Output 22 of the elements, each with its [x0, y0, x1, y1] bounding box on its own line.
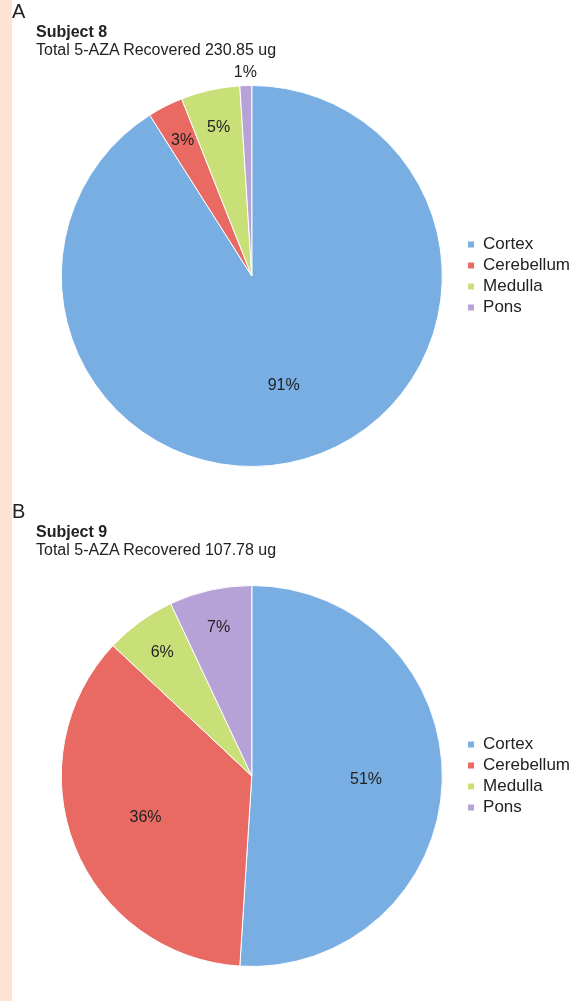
data-label: 1%: [233, 62, 257, 80]
legend-label: Medulla: [483, 776, 544, 796]
legend-label: Medulla: [483, 276, 544, 296]
data-label: 6%: [150, 643, 174, 661]
chart-title: Subject 8: [36, 23, 109, 41]
data-label: 51%: [350, 770, 383, 787]
legend-label: Pons: [483, 797, 522, 817]
chart-subtitle: Total 5-AZA Recovered 107.78 ug: [36, 541, 278, 559]
data-label: 7%: [206, 617, 231, 635]
text: B: [12, 500, 27, 523]
legend-label: Cortex: [483, 734, 534, 754]
legend-label: Cerebellum: [483, 255, 571, 275]
text: A: [12, 0, 27, 23]
chart-title: Subject 9: [36, 523, 109, 541]
data-label: 5%: [206, 117, 231, 135]
legend-label: Pons: [483, 297, 522, 317]
data-label: 91%: [267, 376, 300, 394]
data-label: 36%: [129, 808, 162, 826]
chart-subtitle: Total 5-AZA Recovered 230.85 ug: [36, 41, 278, 59]
legend-label: Cortex: [483, 234, 534, 254]
legend-label: Cerebellum: [483, 755, 571, 775]
data-label: 3%: [171, 130, 195, 148]
